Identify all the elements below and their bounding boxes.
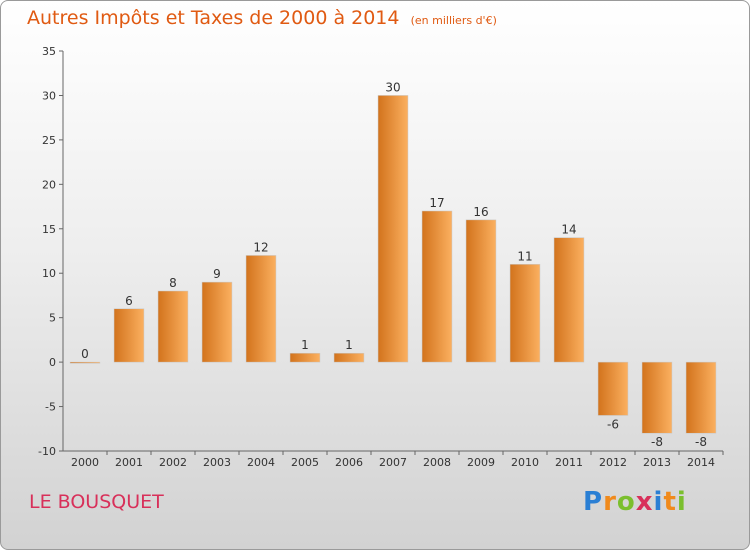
bar [465,219,497,363]
x-tick-label: 2011 [555,456,583,469]
bar [201,281,233,363]
bar [509,264,541,363]
bar [245,255,277,363]
x-tick-label: 2007 [379,456,407,469]
logo-letter: o [616,487,636,517]
logo-letter: i [653,487,664,517]
logo-letter: P [583,487,604,517]
logo-letter: i [676,487,687,517]
logo-letter: t [663,487,677,517]
chart-title-unit: (en milliers d'€) [410,14,497,27]
logo-letter: x [635,487,654,517]
x-tick-label: 2013 [643,456,671,469]
data-label: 9 [213,267,221,281]
x-tick-label: 2010 [511,456,539,469]
city-name: LE BOUSQUET [29,491,164,513]
bar [113,308,145,363]
data-label: 11 [517,249,532,263]
chart-title: Autres Impôts et Taxes de 2000 à 2014 (e… [27,7,497,29]
bar [157,290,189,363]
y-tick-label: -5 [45,401,56,414]
data-label: 8 [169,276,177,290]
y-tick-label: 0 [49,356,56,369]
x-tick-label: 2004 [247,456,275,469]
data-label: -8 [651,435,663,449]
x-tick-label: 2008 [423,456,451,469]
proxiti-logo[interactable]: Proxiti [583,487,687,517]
bar [333,352,365,363]
data-label: 1 [301,338,309,352]
data-label: 6 [125,294,133,308]
y-tick-label: 20 [42,178,56,191]
bar [597,361,629,416]
logo-letter: r [603,487,617,517]
bar [421,210,453,363]
data-label: 0 [81,347,89,361]
y-tick-label: 15 [42,223,56,236]
data-label: -6 [607,417,619,431]
x-tick-label: 2012 [599,456,627,469]
y-tick-label: 10 [42,267,56,280]
x-tick-label: 2006 [335,456,363,469]
x-tick-label: 2014 [687,456,715,469]
x-tick-label: 2000 [71,456,99,469]
data-label: 12 [253,240,268,254]
bar [685,361,717,434]
chart-title-main: Autres Impôts et Taxes de 2000 à 2014 [27,7,400,29]
y-tick-label: 35 [42,45,56,58]
y-tick-label: 30 [42,89,56,102]
chart-bars [69,95,717,434]
bar [69,361,101,364]
y-tick-label: 5 [49,312,56,325]
data-label: 16 [473,205,488,219]
x-tick-label: 2003 [203,456,231,469]
data-label: 17 [429,196,444,210]
data-label: 30 [385,80,400,94]
x-tick-label: 2001 [115,456,143,469]
data-label: 1 [345,338,353,352]
x-tick-label: 2002 [159,456,187,469]
bar [641,361,673,434]
data-label: 14 [561,223,576,237]
x-tick-label: 2009 [467,456,495,469]
bar [289,352,321,363]
x-tick-label: 2005 [291,456,319,469]
y-tick-label: 25 [42,134,56,147]
data-label: -8 [695,435,707,449]
bar [553,237,585,363]
bar [377,95,409,363]
y-tick-label: -10 [38,445,56,458]
